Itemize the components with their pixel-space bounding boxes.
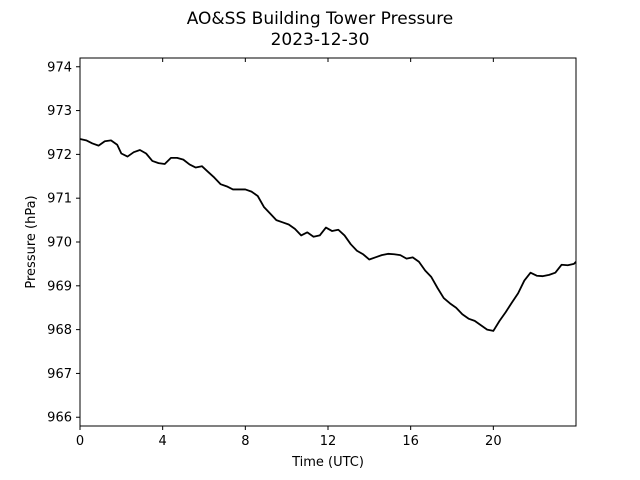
x-tick-label: 20 (485, 434, 502, 449)
x-axis-ticks: 0 4 8 12 16 20 (76, 58, 502, 449)
x-axis-label: Time (UTC) (291, 455, 364, 470)
pressure-line-layer (79, 138, 577, 332)
y-tick-label: 966 (47, 411, 72, 426)
y-tick-label: 968 (47, 323, 72, 338)
y-tick-label: 969 (47, 279, 72, 294)
y-tick-label: 974 (47, 60, 72, 75)
x-tick-label: 0 (76, 434, 84, 449)
x-tick-label: 12 (320, 434, 337, 449)
y-tick-label: 967 (47, 367, 72, 382)
x-tick-label: 8 (241, 434, 249, 449)
y-axis-label: Pressure (hPa) (24, 195, 39, 288)
plot-frame (79, 57, 577, 427)
y-tick-label: 972 (47, 148, 72, 163)
x-tick-label: 4 (159, 434, 167, 449)
y-tick-label: 971 (47, 192, 72, 207)
y-tick-label: 973 (47, 104, 72, 119)
y-tick-label: 970 (47, 236, 72, 251)
chart-title: AO&SS Building Tower Pressure (187, 9, 454, 29)
x-tick-label: 16 (402, 434, 419, 449)
y-axis-ticks: 966 967 968 969 970 971 972 973 974 (47, 60, 80, 426)
pressure-series-line (79, 138, 577, 332)
chart-subtitle: 2023-12-30 (271, 30, 370, 50)
